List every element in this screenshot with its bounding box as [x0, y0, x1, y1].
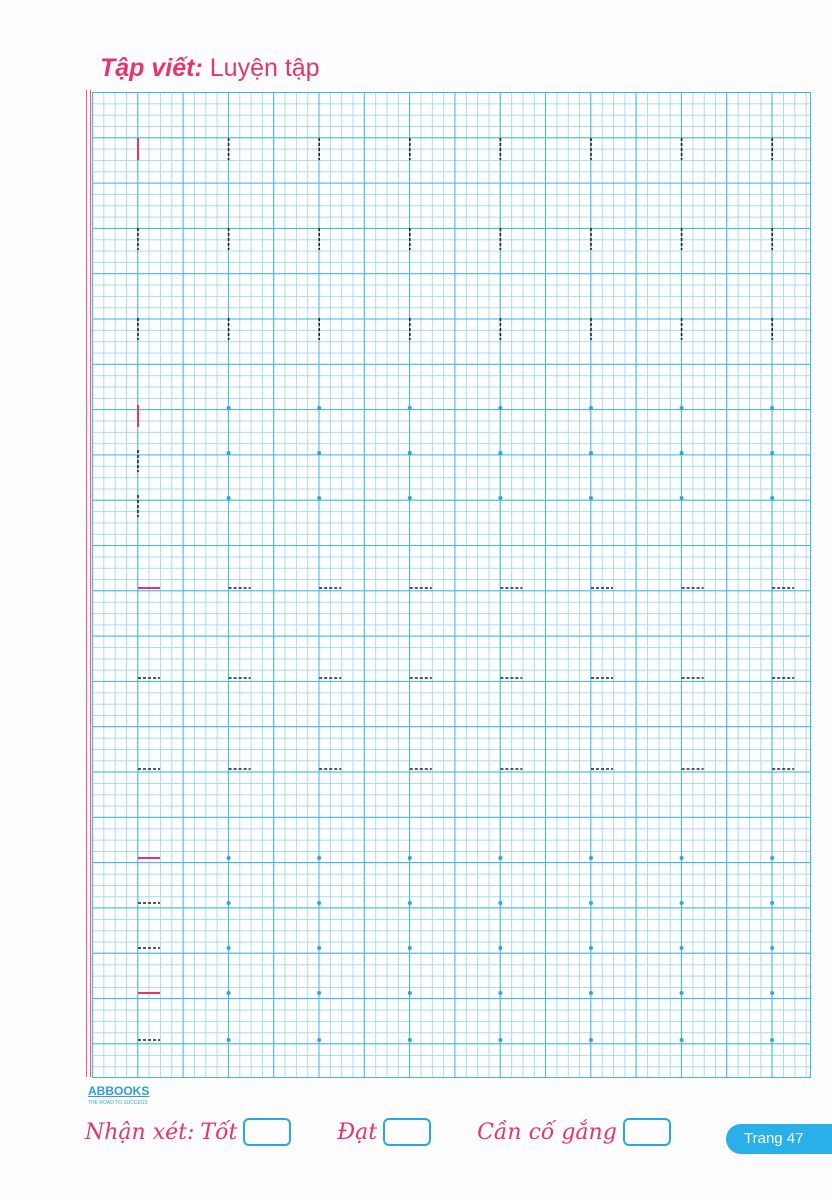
brand-name: ABBOOKS: [88, 1084, 150, 1098]
start-dot: [770, 496, 775, 500]
start-dot: [679, 451, 684, 455]
rating-try-checkbox[interactable]: [622, 1118, 671, 1146]
start-dot: [589, 856, 593, 860]
title-bold: Tập viết: [100, 54, 195, 82]
start-dot: [498, 496, 503, 500]
start-dot: [589, 1038, 593, 1042]
start-dot: [770, 901, 775, 905]
brand-tagline: THE ROAD TO SUCCESS: [88, 1100, 148, 1106]
start-dot: [770, 1038, 775, 1042]
start-dot: [498, 1038, 503, 1042]
start-dot: [407, 406, 412, 410]
rating-try-label: Cần cố gắng: [477, 1119, 617, 1145]
start-dot: [407, 496, 412, 500]
start-dot: [226, 856, 231, 860]
page-title: Tập viết: Luyện tập: [100, 54, 320, 83]
start-dot: [770, 946, 775, 950]
start-dot: [317, 451, 322, 455]
start-dot: [317, 856, 322, 860]
page-number: Trang 47: [726, 1124, 832, 1154]
start-dot: [226, 1038, 231, 1042]
start-dot: [589, 451, 593, 455]
start-dot: [679, 406, 684, 410]
start-dot: [770, 406, 775, 410]
start-dot: [407, 856, 412, 860]
start-dot: [317, 406, 322, 410]
start-dot: [589, 496, 593, 500]
start-dot: [226, 946, 231, 950]
start-dot: [679, 901, 684, 905]
start-dot: [407, 451, 412, 455]
start-dot: [226, 406, 231, 410]
writing-grid: [92, 92, 811, 1078]
start-dot: [498, 406, 503, 410]
rating-good-label: Tốt: [200, 1119, 238, 1145]
start-dot: [226, 991, 231, 995]
start-dot: [679, 496, 684, 500]
start-dot: [498, 856, 503, 860]
start-dot: [226, 451, 231, 455]
start-dot: [317, 901, 322, 905]
rating-section: Nhận xét: Tốt Đạt Cần cố gắng: [85, 1112, 671, 1152]
start-dot: [407, 991, 412, 995]
rating-label: Nhận xét:: [85, 1119, 195, 1145]
start-dot: [770, 451, 775, 455]
start-dot: [770, 856, 775, 860]
start-dot: [226, 496, 231, 500]
start-dot: [407, 1038, 412, 1042]
start-dot: [498, 991, 503, 995]
rating-good-checkbox[interactable]: [243, 1118, 292, 1146]
start-dot: [679, 1038, 684, 1042]
start-dot: [498, 901, 503, 905]
start-dot: [679, 856, 684, 860]
start-dot: [589, 406, 593, 410]
brand-logo: ABBOOKS THE ROAD TO SUCCESS: [88, 1082, 149, 1106]
start-dot: [226, 901, 231, 905]
start-dot: [589, 901, 593, 905]
start-dot: [498, 946, 503, 950]
start-dot: [317, 991, 322, 995]
start-dot: [317, 1038, 322, 1042]
start-dot: [407, 946, 412, 950]
start-dot: [407, 901, 412, 905]
title-rest: Luyện tập: [202, 54, 320, 82]
start-dot: [589, 946, 593, 950]
rating-pass-checkbox[interactable]: [383, 1118, 432, 1146]
start-dot: [679, 946, 684, 950]
start-dot: [317, 946, 322, 950]
start-dot: [679, 991, 684, 995]
title-sep: :: [194, 54, 203, 82]
margin-line: [86, 90, 91, 1077]
rating-pass-label: Đạt: [337, 1119, 378, 1145]
start-dot: [317, 496, 322, 500]
start-dot: [498, 451, 503, 455]
start-dot: [589, 991, 593, 995]
start-dot: [770, 991, 775, 995]
